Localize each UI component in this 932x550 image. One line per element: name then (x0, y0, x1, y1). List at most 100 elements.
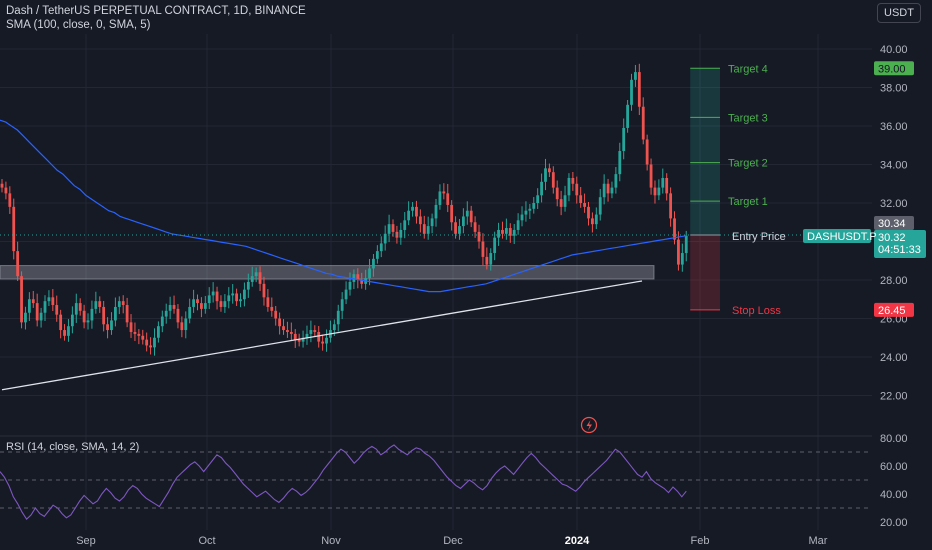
time-tick-label: Sep (76, 535, 96, 547)
candle-body (368, 268, 371, 279)
candle-body (684, 235, 688, 254)
candle-body (544, 168, 547, 182)
target-badge-bg (874, 61, 914, 76)
candle-body (278, 318, 282, 327)
candle-body (176, 308, 180, 323)
candle-body (610, 187, 614, 194)
entry-badge-bg (874, 215, 914, 230)
entry-label: Entry Price (732, 231, 786, 243)
candle-body (618, 151, 622, 175)
candle-body (356, 274, 360, 280)
candle-body (575, 183, 579, 196)
candle-body (540, 181, 543, 196)
candle-body (352, 274, 356, 282)
candle-body (461, 216, 465, 227)
candle-body (551, 172, 555, 188)
candle-body (321, 341, 325, 344)
rsi-panel: 80.00 60.00 40.00 20.00 (0, 433, 908, 529)
candle-body (59, 314, 63, 331)
candle-body (258, 272, 262, 284)
candle-body (262, 283, 266, 298)
candle-body (313, 330, 317, 332)
candle-body (196, 299, 199, 304)
candle-body (481, 241, 485, 257)
sma-line (0, 119, 687, 293)
rsi-tick-label: 60.00 (880, 461, 908, 473)
candle-body (270, 306, 274, 311)
stop-label: Stop Loss (732, 305, 781, 317)
candle-body (235, 293, 238, 302)
time-tick-label: Nov (321, 535, 341, 547)
candle-body (168, 305, 172, 311)
rsi-indicator-label[interactable]: RSI (14, close, SMA, 14, 2) (6, 441, 140, 453)
time-axis[interactable]: Sep Oct Nov Dec 2024 Feb Mar (76, 535, 828, 547)
candle-body (473, 222, 477, 232)
candle-body (35, 303, 39, 321)
support-zone (0, 265, 655, 280)
candle-body (305, 333, 309, 338)
candle-body (391, 224, 395, 232)
candle-body (297, 339, 301, 342)
price-tick-label: 32.00 (880, 198, 908, 210)
candle-body (548, 168, 551, 173)
candle-body (67, 326, 70, 336)
flash-icon-bolt (586, 420, 592, 431)
candle-body (501, 229, 504, 234)
position-zones (690, 68, 720, 310)
chart-title: Dash / TetherUS PERPETUAL CONTRACT, 1D, … (6, 5, 306, 17)
candle-body (387, 224, 391, 234)
candle-body (602, 183, 606, 198)
candle-body (125, 305, 129, 323)
candle-body (497, 229, 500, 238)
candle-body (137, 333, 141, 336)
price-tick-label: 22.00 (880, 391, 908, 403)
flash-icon[interactable] (580, 416, 598, 434)
candle-body (47, 297, 51, 302)
candle-body (559, 199, 563, 207)
candle-body (528, 208, 532, 211)
candle-body (282, 326, 285, 331)
candle-body (250, 276, 254, 282)
candle-body (43, 301, 47, 313)
rsi-tick-label: 20.00 (880, 517, 908, 529)
flash-icon-circle (580, 416, 598, 434)
candle-body (203, 303, 207, 309)
currency-button[interactable]: USDT (877, 3, 921, 23)
rsi-tick-label: 80.00 (880, 433, 908, 445)
candle-body (653, 187, 657, 196)
candle-body (254, 272, 258, 277)
candle-body (86, 320, 90, 323)
price-axis[interactable]: 40.0038.0036.0034.0032.0030.0028.0026.00… (880, 44, 908, 403)
candle-body (415, 206, 418, 217)
time-tick-label: Dec (443, 535, 463, 547)
candle-body (172, 305, 176, 309)
candle-body (117, 301, 121, 307)
candle-body (207, 295, 211, 304)
candle-body (141, 335, 145, 340)
symbol-badge-bg (803, 228, 871, 243)
candle-body (336, 310, 340, 325)
candle-body (657, 187, 661, 196)
candle-body (192, 299, 195, 307)
price-tick-label: 34.00 (880, 160, 908, 172)
current-price-badge-text: 30.32 (878, 232, 906, 244)
candle-body (293, 333, 297, 340)
candle-body (458, 226, 461, 234)
price-tick-label: 28.00 (880, 275, 908, 287)
candle-body (465, 210, 469, 217)
candle-body (106, 324, 109, 331)
candle-body (348, 281, 352, 290)
candle-body (594, 214, 598, 225)
loss-zone (690, 234, 720, 310)
candle-body (430, 218, 434, 227)
candle-body (477, 231, 481, 242)
candle-body (110, 320, 113, 331)
candle-body (149, 345, 152, 348)
sma-indicator-label[interactable]: SMA (100, close, 0, SMA, 5) (6, 19, 151, 31)
current-price-badge-text: 04:51:33 (878, 244, 921, 256)
rsi-tick-label: 40.00 (880, 489, 908, 501)
candle-body (665, 177, 669, 194)
